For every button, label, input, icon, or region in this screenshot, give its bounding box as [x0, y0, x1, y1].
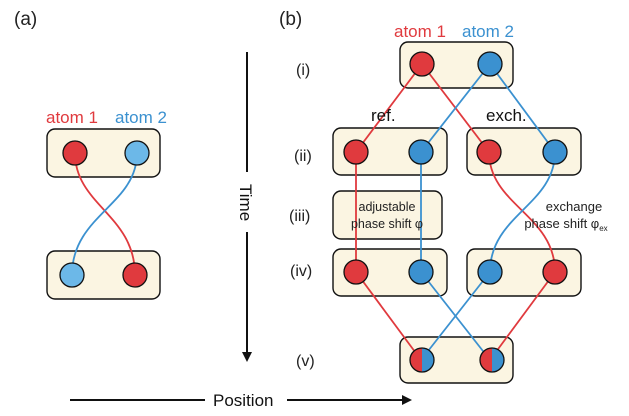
stage-iv-exch-atom2 — [477, 259, 503, 285]
stage-label-v: (v) — [296, 353, 315, 370]
time-axis-label: Time — [236, 184, 255, 221]
panel-a-atom2-path — [71, 152, 138, 276]
stage-i-atom1 — [409, 51, 435, 77]
stage-ii-exch-atom1 — [476, 139, 502, 165]
ref-path-label: ref. — [371, 106, 396, 125]
panel-a-atom1-initial — [62, 140, 88, 166]
exch-path-label: exch. — [486, 106, 527, 125]
stage-iv-exch-atom1 — [542, 259, 568, 285]
panel-a-atom1-label: atom 1 — [46, 108, 98, 127]
wire-exch-atom2-merge — [420, 271, 491, 361]
stage-ii-ref-atom2 — [408, 139, 434, 165]
stage-ii-ref-atom1 — [343, 139, 369, 165]
exchange-phase-subscript: ex — [599, 224, 607, 233]
panel-b-label: (b) — [279, 9, 302, 30]
exchange-phase-line2: phase shift φex — [524, 216, 607, 233]
wire-ref-atom1-merge — [355, 271, 422, 361]
position-axis-label: Position — [213, 391, 273, 410]
wire-exch-atom1-merge — [489, 271, 556, 361]
stage-ii-exch-atom2 — [542, 139, 568, 165]
exchange-phase-text: phase shift φ — [524, 216, 599, 231]
stage-i-atom2 — [477, 51, 503, 77]
wire-atom1-to-ref — [355, 63, 423, 153]
adjustable-phase-line1: adjustable — [359, 200, 416, 214]
wire-exch-atom2-cross — [489, 151, 556, 273]
stage-v-box — [399, 336, 514, 384]
adjustable-phase-box — [332, 190, 443, 240]
panel-a-atom2-initial — [124, 140, 150, 166]
panel-b-atom1-label: atom 1 — [394, 22, 446, 41]
wire-atom2-to-exch — [489, 63, 556, 153]
stage-label-iv: (iv) — [290, 263, 312, 280]
stage-v-atom-right — [479, 347, 505, 373]
panel-a-label: (a) — [14, 9, 37, 30]
panel-a-atom2-label: atom 2 — [115, 108, 167, 127]
panel-b-atom2-label: atom 2 — [462, 22, 514, 41]
adjustable-phase-line2: phase shift φ — [351, 217, 423, 231]
stage-iv-ref-atom2 — [408, 259, 434, 285]
stage-v-atom-left — [409, 347, 435, 373]
panel-a-atom2-final — [59, 262, 85, 288]
stage-label-iii: (iii) — [289, 208, 310, 225]
stage-iv-ref-atom1 — [343, 259, 369, 285]
panel-a-atom1-final — [122, 262, 148, 288]
exchange-phase-line1: exchange — [546, 199, 602, 214]
stage-label-i: (i) — [296, 62, 310, 79]
wire-atom2-to-ref — [420, 63, 491, 153]
stage-label-ii: (ii) — [294, 148, 312, 165]
